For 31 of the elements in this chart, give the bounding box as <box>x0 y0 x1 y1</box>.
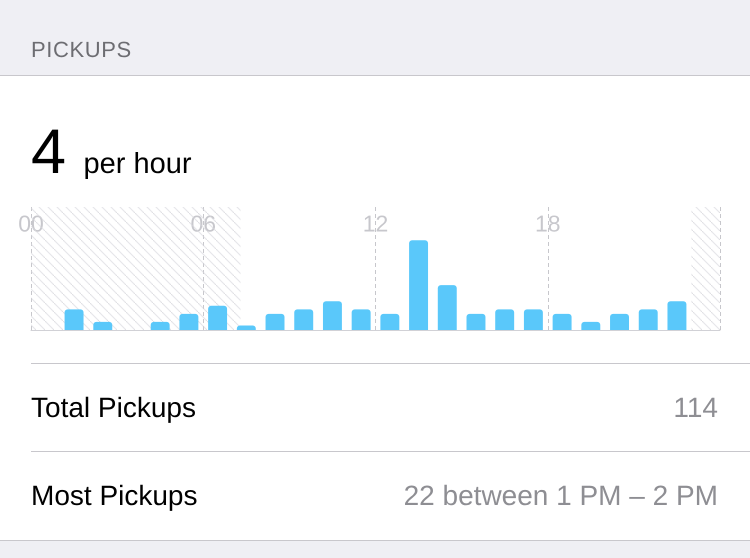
text: 114 <box>673 392 718 424</box>
x-tick-label: 06 <box>190 210 216 236</box>
bar <box>524 309 543 330</box>
bar <box>208 306 228 330</box>
bar <box>610 314 629 330</box>
bar <box>667 301 686 330</box>
bar <box>409 240 428 330</box>
bar <box>266 314 284 330</box>
bar <box>380 314 400 330</box>
bar <box>294 309 314 330</box>
bar <box>150 322 170 330</box>
text: Total Pickups <box>31 392 196 424</box>
bar <box>638 309 658 330</box>
bar <box>352 309 371 330</box>
chart-title: PICKUPS <box>31 37 132 62</box>
x-tick-label: 00 <box>18 210 44 236</box>
text: Most Pickups <box>31 480 198 512</box>
bar <box>581 322 600 330</box>
chart-subtitle: 4 per hour <box>31 117 192 187</box>
x-tick-label: 12 <box>362 210 388 236</box>
bar <box>552 314 572 330</box>
x-tick-label: 18 <box>534 210 561 236</box>
bar <box>495 309 514 330</box>
text: 22 between 1 PM – 2 PM <box>404 480 718 512</box>
bar <box>236 326 256 330</box>
bar <box>179 314 198 330</box>
bar <box>438 285 457 330</box>
bar <box>466 314 486 330</box>
bar <box>93 322 112 330</box>
bar <box>322 301 342 330</box>
bar <box>64 309 84 330</box>
